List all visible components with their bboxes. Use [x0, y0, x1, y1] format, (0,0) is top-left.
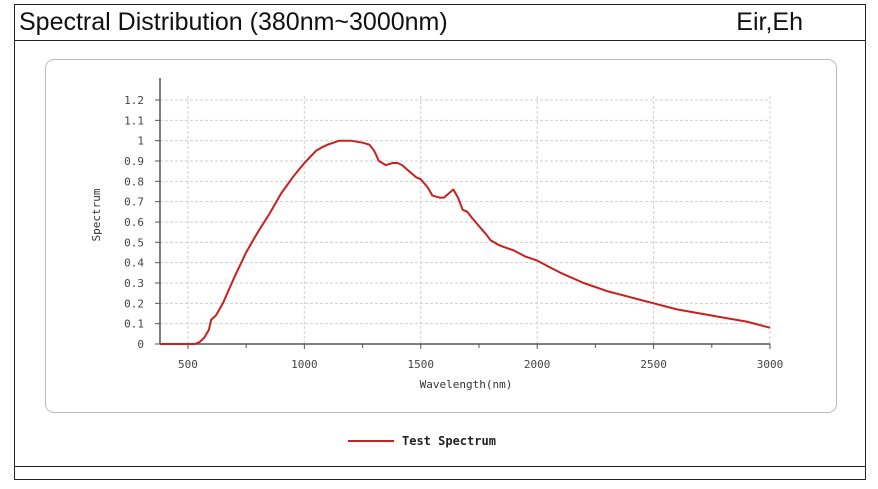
legend-label-test-spectrum: Test Spectrum [402, 434, 496, 448]
y-tick-label: 0.7 [124, 196, 144, 209]
y-axis-label: Spectrum [90, 188, 103, 241]
title-bar: Spectral Distribution (380nm~3000nm) Eir… [15, 5, 865, 41]
chart-title: Spectral Distribution (380nm~3000nm) [19, 8, 448, 36]
x-tick-label: 1000 [291, 358, 318, 371]
y-tick-label: 0.3 [124, 277, 144, 290]
x-tick-label: 1500 [408, 358, 435, 371]
series-lines [160, 139, 771, 345]
x-axis-label: Wavelength(nm) [420, 378, 513, 391]
y-tick-label: 1 [137, 135, 144, 148]
legend: Test Spectrum [348, 434, 496, 448]
y-tick-label: 0.6 [124, 216, 144, 229]
y-tick-label: 0 [137, 338, 144, 351]
y-tick-label: 1.2 [124, 94, 144, 107]
y-tick-label: 0.5 [124, 236, 144, 249]
axes [155, 78, 771, 349]
x-tick-label: 3000 [757, 358, 784, 371]
grid-lines [160, 96, 771, 344]
chart-window: Spectral Distribution (380nm~3000nm) Eir… [14, 4, 866, 480]
tick-labels: 0 0.1 0.2 0.3 0.4 0.5 0.6 0.7 0.8 0.9 1 1.1 1.2 500 10… [124, 94, 783, 371]
x-tick-label: 2500 [640, 358, 667, 371]
y-tick-label: 0.8 [124, 175, 144, 188]
footer-divider [15, 466, 865, 467]
series-line-test-spectrum [160, 139, 771, 345]
x-tick-label: 2000 [524, 358, 551, 371]
chart-mode-label: Eir,Eh [736, 8, 803, 36]
y-tick-label: 0.4 [124, 257, 144, 270]
y-tick-label: 0.1 [124, 318, 144, 331]
y-tick-label: 0.9 [124, 155, 144, 168]
y-tick-label: 1.1 [124, 114, 144, 127]
y-tick-label: 0.2 [124, 297, 144, 310]
x-tick-label: 500 [178, 358, 198, 371]
plot-panel [45, 59, 837, 413]
